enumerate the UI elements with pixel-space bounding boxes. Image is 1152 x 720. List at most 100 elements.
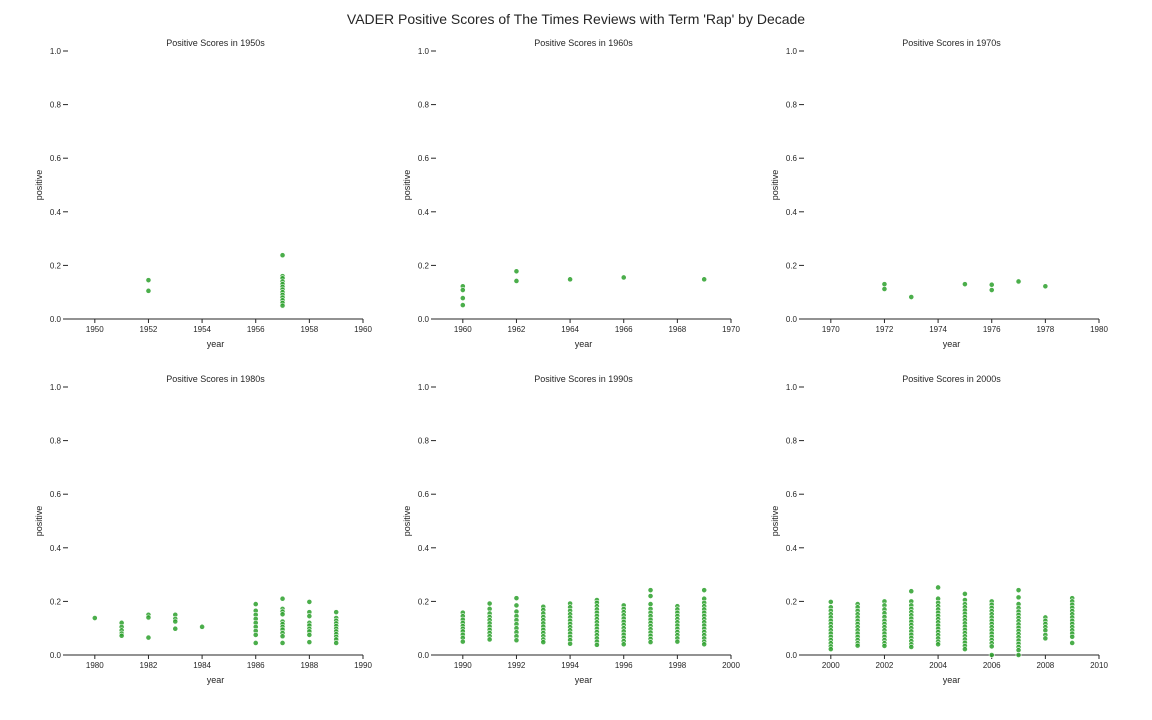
subplot-title: Positive Scores in 1970s bbox=[902, 38, 1001, 48]
subplot-2: Positive Scores in 1960s 0.0 0.2 0.4 0.6 0.8 1… bbox=[402, 38, 740, 349]
data-point bbox=[279, 633, 286, 640]
data-point bbox=[881, 281, 888, 288]
data-point bbox=[333, 640, 340, 646]
data-point bbox=[962, 590, 968, 597]
data-point bbox=[513, 268, 520, 275]
data-point bbox=[252, 640, 259, 646]
data-point bbox=[1015, 278, 1022, 285]
data-point bbox=[988, 287, 995, 293]
data-point bbox=[935, 584, 941, 591]
data-point bbox=[567, 640, 573, 647]
x-tick-label: 2000 bbox=[822, 661, 840, 670]
x-tick-label: 1982 bbox=[140, 661, 158, 670]
x-axis-label: year bbox=[207, 675, 225, 685]
x-axis-label: year bbox=[943, 339, 961, 349]
data-point bbox=[988, 643, 995, 650]
data-point bbox=[513, 595, 520, 602]
y-tick-label: 0.4 bbox=[418, 544, 430, 553]
data-point bbox=[620, 641, 627, 648]
x-tick-label: 1950 bbox=[86, 325, 104, 334]
y-tick-label: 0.0 bbox=[50, 651, 62, 660]
data-point bbox=[674, 638, 681, 645]
y-tick-label: 0.8 bbox=[50, 101, 62, 110]
data-point bbox=[908, 644, 915, 650]
y-tick-label: 0.4 bbox=[50, 208, 62, 217]
data-point bbox=[827, 646, 834, 653]
y-tick-label: 0.0 bbox=[50, 315, 62, 324]
y-tick-label: 0.6 bbox=[50, 490, 62, 499]
x-tick-label: 1998 bbox=[668, 661, 686, 670]
y-tick-label: 0.6 bbox=[418, 154, 430, 163]
y-tick-label: 0.8 bbox=[786, 437, 798, 446]
x-tick-label: 1974 bbox=[929, 325, 947, 334]
x-tick-label: 1958 bbox=[300, 325, 318, 334]
y-axis-label: positive bbox=[770, 170, 780, 201]
data-point bbox=[306, 639, 313, 646]
data-point bbox=[701, 587, 708, 594]
y-axis-label: positive bbox=[770, 506, 780, 537]
x-axis-label: year bbox=[575, 339, 593, 349]
y-axis-label: positive bbox=[402, 170, 412, 201]
data-point bbox=[881, 286, 888, 292]
data-point bbox=[1069, 640, 1076, 646]
y-tick-label: 0.6 bbox=[786, 490, 798, 499]
x-axis-label: year bbox=[943, 675, 961, 685]
y-tick-label: 0.2 bbox=[418, 597, 430, 606]
data-point bbox=[279, 595, 286, 602]
data-point bbox=[935, 641, 941, 648]
data-point bbox=[1042, 283, 1049, 290]
x-tick-label: 1972 bbox=[876, 325, 894, 334]
data-point bbox=[962, 281, 968, 288]
x-axis-label: year bbox=[575, 675, 593, 685]
x-tick-label: 1980 bbox=[1090, 325, 1108, 334]
data-point bbox=[279, 302, 286, 309]
subplot-title: Positive Scores in 1960s bbox=[534, 38, 633, 48]
data-point bbox=[647, 639, 654, 646]
x-tick-label: 1964 bbox=[561, 325, 579, 334]
x-tick-label: 1996 bbox=[615, 661, 633, 670]
x-tick-label: 1976 bbox=[983, 325, 1001, 334]
data-point bbox=[172, 625, 179, 632]
data-point bbox=[279, 252, 286, 259]
data-point bbox=[306, 632, 313, 638]
data-point bbox=[252, 632, 259, 638]
x-tick-label: 1952 bbox=[140, 325, 158, 334]
data-point bbox=[594, 641, 600, 648]
x-tick-label: 2006 bbox=[983, 661, 1001, 670]
y-tick-label: 0.4 bbox=[786, 544, 798, 553]
x-tick-label: 1960 bbox=[354, 325, 372, 334]
x-tick-label: 1984 bbox=[193, 661, 211, 670]
data-point bbox=[513, 278, 520, 284]
x-tick-label: 1980 bbox=[86, 661, 104, 670]
data-point bbox=[459, 638, 466, 645]
y-tick-label: 0.4 bbox=[786, 208, 798, 217]
subplot-title: Positive Scores in 1980s bbox=[166, 374, 265, 384]
y-tick-label: 0.2 bbox=[50, 597, 62, 606]
y-tick-label: 1.0 bbox=[50, 47, 62, 56]
subplot-6: Positive Scores in 2000s 0.0 0.2 0.4 0.6 0.8 1… bbox=[770, 374, 1108, 685]
y-tick-label: 0.0 bbox=[786, 651, 798, 660]
x-tick-label: 1994 bbox=[561, 661, 579, 670]
x-axis-label: year bbox=[207, 339, 225, 349]
x-tick-label: 2008 bbox=[1036, 661, 1054, 670]
y-tick-label: 1.0 bbox=[786, 383, 798, 392]
y-tick-label: 0.2 bbox=[50, 261, 62, 270]
subplot-5: Positive Scores in 1990s 0.0 0.2 0.4 0.6 0.8 1… bbox=[402, 374, 740, 685]
x-tick-label: 1954 bbox=[193, 325, 211, 334]
subplot-title: Positive Scores in 1950s bbox=[166, 38, 265, 48]
x-tick-label: 1968 bbox=[668, 325, 686, 334]
x-tick-label: 2000 bbox=[722, 661, 740, 670]
x-tick-label: 1962 bbox=[508, 325, 526, 334]
data-point bbox=[459, 287, 466, 293]
data-point bbox=[513, 602, 520, 609]
data-point bbox=[459, 302, 466, 308]
data-point bbox=[1015, 587, 1022, 594]
subplot-3: Positive Scores in 1970s 0.0 0.2 0.4 0.6 0.8 1… bbox=[770, 38, 1108, 349]
y-tick-label: 0.0 bbox=[786, 315, 798, 324]
data-point bbox=[962, 646, 968, 653]
data-point bbox=[620, 274, 627, 281]
x-tick-label: 1966 bbox=[615, 325, 633, 334]
subplot-4: Positive Scores in 1980s 0.0 0.2 0.4 0.6 0.8 1… bbox=[34, 374, 372, 685]
data-point bbox=[881, 642, 888, 649]
